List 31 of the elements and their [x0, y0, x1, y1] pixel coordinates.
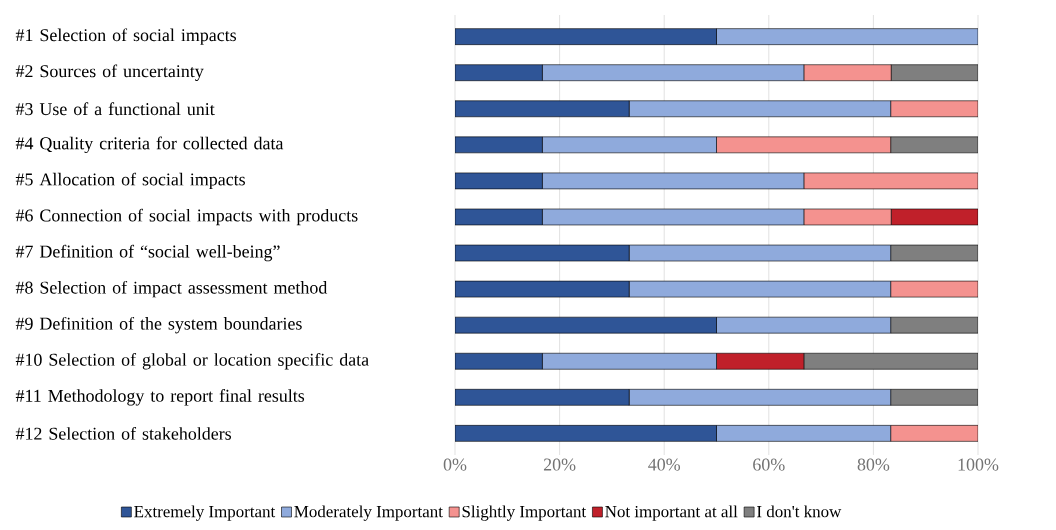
y-tick-label: #6 Connection of social impacts with products — [15, 208, 358, 226]
y-tick-label: #8 Selection of impact assessment method — [15, 280, 328, 298]
y-tick-label: #3 Use of a functional unit — [15, 102, 215, 116]
x-tick-label: 60% — [753, 458, 785, 471]
legend-label: Not important at all — [605, 505, 738, 521]
x-tick-label: 80% — [857, 458, 890, 471]
bar — [455, 425, 717, 442]
legend-label: Extremely Important — [134, 505, 276, 521]
legend-label: Slightly Important — [462, 505, 587, 521]
bar — [455, 352, 543, 370]
y-tick-label: #5 Allocation of social impacts — [15, 172, 245, 190]
y-tick-label: #2 Sources of uncertainty — [15, 64, 204, 81]
bar — [455, 28, 717, 45]
y-tick-label: #12 Selection of stakeholders — [15, 426, 232, 440]
y-tick-label: #10 Selection of global or location specific data — [15, 352, 369, 370]
y-tick-label: #4 Quality criteria for collected data — [15, 136, 284, 154]
bar — [455, 389, 630, 406]
bar — [455, 100, 630, 118]
x-tick-label: 20% — [543, 458, 576, 471]
y-tick-label: #7 Definition of “social well-being” — [15, 244, 280, 262]
y-tick-label: #9 Definition of the system boundaries — [15, 316, 302, 334]
legend-label: I don't know — [757, 505, 842, 518]
y-tick-label: #11 Methodology to report final results — [15, 389, 305, 406]
y-tick-label: #1 Selection of social impacts — [15, 28, 237, 45]
x-tick-label: 100% — [958, 458, 999, 471]
x-tick-label: 0% — [443, 458, 467, 471]
bar — [455, 316, 717, 334]
bar — [455, 136, 543, 154]
legend-label: Moderately Important — [294, 505, 443, 521]
bar — [455, 64, 543, 81]
x-tick-label: 40% — [648, 458, 681, 471]
